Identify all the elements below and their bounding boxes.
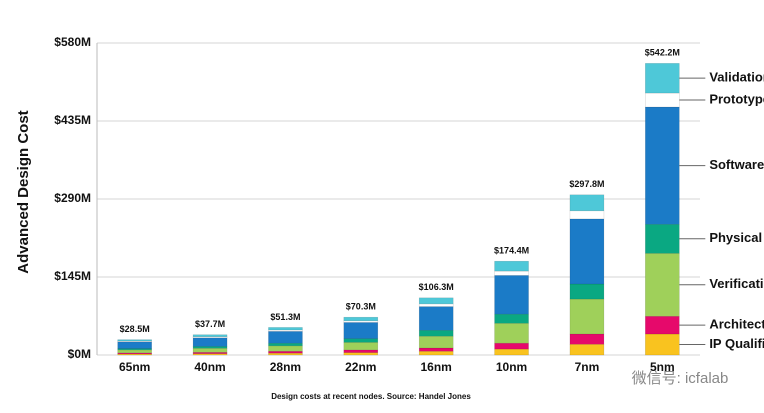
bar-segment <box>418 330 454 337</box>
x-tick-label: 7nm <box>575 360 600 374</box>
x-tick-label: 22nm <box>345 360 376 374</box>
total-label: $70.3M <box>346 302 376 312</box>
bar-segment <box>268 352 303 356</box>
y-tick-label: $290M <box>54 191 91 205</box>
bar-segment <box>645 316 680 335</box>
watermark: 微信号: icfalab <box>632 370 729 387</box>
bar-segment <box>645 333 680 356</box>
total-label: $28.5M <box>120 324 150 334</box>
bar-segment <box>343 338 379 343</box>
bar-segment <box>117 341 152 349</box>
x-tick-label: 5nm <box>650 360 675 374</box>
bar-segment <box>569 210 605 220</box>
bar-segment <box>343 322 379 339</box>
bar-segment <box>569 333 605 345</box>
legend-label: Physical <box>709 230 762 245</box>
legend-label: Verification <box>709 276 764 291</box>
bar-segment <box>343 316 379 322</box>
bar-segment <box>645 92 680 108</box>
bar-segment <box>418 347 454 352</box>
bar-segment <box>494 342 529 350</box>
bar-segment <box>569 194 605 212</box>
x-tick-label: 28nm <box>270 360 301 374</box>
x-tick-label: 40nm <box>194 360 225 374</box>
bar-segment <box>418 306 454 331</box>
bar-segment <box>569 298 605 335</box>
legend-label: Software <box>709 157 764 172</box>
y-axis-label: Advanced Design Cost <box>15 110 32 273</box>
total-label: $297.8M <box>569 179 604 189</box>
legend-label: Validation <box>709 70 764 85</box>
total-label: $106.3M <box>419 282 454 292</box>
bar-segment <box>192 346 228 349</box>
bar-segment <box>494 348 529 356</box>
bar-segment <box>268 342 303 347</box>
total-label: $174.4M <box>494 246 529 256</box>
bar-segment <box>343 342 379 351</box>
bar-segment <box>645 224 680 254</box>
bar-segment <box>117 339 152 342</box>
bar-segment <box>494 275 529 315</box>
total-label: $51.3M <box>270 312 300 322</box>
bar-segment <box>268 345 303 352</box>
bar-segment <box>569 343 605 356</box>
bar-segment <box>268 331 303 344</box>
bar-segment <box>645 106 680 225</box>
bar-segment <box>569 218 605 285</box>
caption: Design costs at recent nodes. Source: Ha… <box>271 392 471 401</box>
bar-segment <box>645 63 680 94</box>
bar-segment <box>418 335 454 349</box>
legend-label: Architecture <box>709 317 764 332</box>
x-tick-label: 16nm <box>421 360 452 374</box>
bar-segment <box>494 270 529 276</box>
y-tick-label: $145M <box>54 269 91 283</box>
bar-segment <box>343 352 379 356</box>
bar-segment <box>117 349 152 354</box>
bar-segment <box>418 303 454 307</box>
bar-segment <box>192 348 228 353</box>
legend-label: IP Qualification <box>709 336 764 351</box>
x-tick-label: 10nm <box>496 360 527 374</box>
y-tick-label: $435M <box>54 113 91 127</box>
bar-segment <box>418 297 454 305</box>
bar-segment <box>192 337 228 347</box>
bar-segment <box>418 350 454 356</box>
y-tick-label: $580M <box>54 35 91 49</box>
x-tick-label: 65nm <box>119 360 150 374</box>
total-label: $542.2M <box>645 48 680 58</box>
bar-segment <box>192 353 228 356</box>
legend-label: Prototype <box>709 91 764 106</box>
bar-segment <box>569 283 605 300</box>
bar-segment <box>192 334 228 337</box>
total-label: $37.7M <box>195 319 225 329</box>
bar-segment <box>494 313 529 324</box>
bar-segment <box>645 253 680 317</box>
bar-segment <box>494 260 529 272</box>
bar-segment <box>343 349 379 353</box>
bar-segment <box>494 323 529 344</box>
y-tick-label: $0M <box>68 347 91 361</box>
bar-segment <box>268 350 303 354</box>
bar-segment <box>268 327 303 331</box>
